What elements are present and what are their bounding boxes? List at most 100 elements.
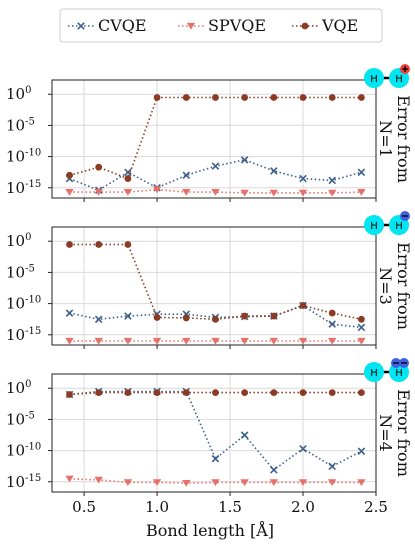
series-line-cvqe xyxy=(69,304,362,329)
x-tick-label-1: 1.0 xyxy=(145,498,169,516)
data-point-spvqe xyxy=(94,188,103,196)
data-point-vqe xyxy=(358,94,365,101)
data-point-vqe xyxy=(95,241,103,248)
series-spvqe xyxy=(65,475,366,487)
x-tick-label-4: 2.5 xyxy=(364,498,388,516)
data-point-spvqe xyxy=(357,188,366,196)
legend-label-vqe: VQE xyxy=(321,16,358,35)
data-point-spvqe xyxy=(357,479,366,486)
atom-icon xyxy=(364,215,384,235)
data-point-vqe xyxy=(124,241,132,248)
data-point-spvqe xyxy=(65,475,74,483)
data-point-spvqe xyxy=(182,479,191,487)
legend-frame xyxy=(59,8,383,43)
atom-label: H xyxy=(395,368,403,379)
data-point-cvqe xyxy=(328,320,336,328)
x-tick-label-0: 0.5 xyxy=(72,498,96,516)
data-point-cvqe xyxy=(357,447,366,455)
atom-label: H xyxy=(370,74,378,85)
data-point-cvqe xyxy=(240,431,249,439)
y-tick-label-0: 100 xyxy=(6,232,31,250)
atom-label: H xyxy=(395,74,403,85)
data-point-spvqe xyxy=(152,337,162,345)
panel-frame xyxy=(51,79,377,199)
data-point-spvqe xyxy=(152,479,162,486)
data-point-vqe xyxy=(182,94,190,101)
data-point-cvqe xyxy=(182,171,191,180)
panel-side-label: Error fromN=1 xyxy=(376,95,413,183)
series-vqe xyxy=(66,94,365,182)
panel-frame xyxy=(51,226,377,346)
legend-marker-spvqe xyxy=(186,22,196,30)
y-tick-label-2: 10-10 xyxy=(6,295,41,313)
x-tick-label-2: 1.5 xyxy=(218,498,242,516)
y-tick-label-1: 10-5 xyxy=(6,410,35,428)
data-point-vqe xyxy=(299,94,307,101)
data-point-vqe xyxy=(299,302,307,309)
data-point-spvqe xyxy=(269,337,279,345)
data-point-spvqe xyxy=(65,337,74,345)
data-point-spvqe xyxy=(298,189,308,197)
data-point-vqe xyxy=(182,314,190,322)
data-point-spvqe xyxy=(182,337,191,345)
data-point-vqe xyxy=(153,314,161,321)
data-point-vqe xyxy=(328,94,336,101)
data-point-cvqe xyxy=(299,174,307,183)
data-point-vqe xyxy=(153,389,161,396)
data-point-vqe xyxy=(212,315,219,323)
data-point-vqe xyxy=(66,391,73,398)
panel-side-label: Error fromN=3 xyxy=(376,242,413,330)
data-point-vqe xyxy=(241,389,249,396)
data-point-spvqe xyxy=(269,189,279,197)
data-point-cvqe xyxy=(94,315,103,324)
data-point-vqe xyxy=(299,389,307,396)
series-cvqe xyxy=(65,387,366,474)
data-point-spvqe xyxy=(152,186,162,194)
series-line-cvqe xyxy=(69,158,362,192)
data-point-vqe xyxy=(124,175,132,182)
legend-entry-spvqe: SPVQE xyxy=(178,16,266,35)
data-point-cvqe xyxy=(328,176,336,185)
data-point-spvqe xyxy=(298,479,308,486)
data-point-spvqe xyxy=(123,337,133,345)
panel-frame xyxy=(51,373,377,493)
data-point-spvqe xyxy=(240,337,249,345)
legend-label-cvqe: CVQE xyxy=(98,16,147,35)
y-tick-label-1: 10-5 xyxy=(6,263,35,281)
data-point-spvqe xyxy=(123,479,133,486)
y-tick-label-0: 100 xyxy=(6,379,31,397)
data-point-vqe xyxy=(66,241,73,248)
data-point-cvqe xyxy=(211,454,220,463)
data-point-vqe xyxy=(270,94,278,101)
y-tick-label-2: 10-10 xyxy=(6,442,41,460)
series-spvqe xyxy=(65,186,366,197)
data-point-spvqe xyxy=(65,188,74,196)
data-point-vqe xyxy=(241,94,249,101)
data-point-cvqe xyxy=(211,162,220,170)
data-point-vqe xyxy=(358,389,365,396)
series-line-spvqe xyxy=(69,478,362,484)
data-point-vqe xyxy=(328,389,336,396)
x-tick-label-3: 2.0 xyxy=(291,498,315,516)
data-point-cvqe xyxy=(270,466,278,474)
atom-label: H xyxy=(370,221,378,232)
data-point-spvqe xyxy=(94,337,103,345)
data-point-spvqe xyxy=(211,188,220,196)
atom-label: H xyxy=(395,221,403,232)
data-point-cvqe xyxy=(357,168,366,177)
data-point-vqe xyxy=(212,94,219,101)
series-spvqe xyxy=(65,337,366,345)
data-point-cvqe xyxy=(124,168,132,177)
data-point-cvqe xyxy=(270,167,278,175)
data-point-spvqe xyxy=(328,337,337,345)
atom-icon xyxy=(364,362,384,382)
legend: CVQE SPVQE VQE xyxy=(59,8,383,43)
data-point-cvqe xyxy=(124,312,132,320)
y-tick-label-2: 10-10 xyxy=(6,148,41,166)
data-point-spvqe xyxy=(269,479,279,486)
